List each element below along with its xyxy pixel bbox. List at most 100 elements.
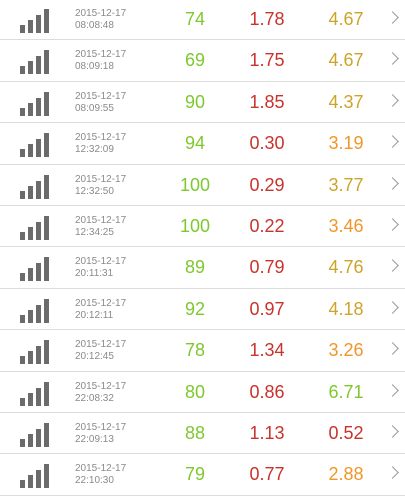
ping-value: 94: [184, 133, 206, 154]
download-value: 0.22: [249, 216, 285, 236]
download-value: 1.78: [249, 9, 285, 29]
upload-value: 4.18: [328, 298, 364, 319]
chevron-right-icon[interactable]: [386, 11, 399, 24]
test-timestamp: 2015-12-17 20:12:11: [75, 298, 126, 322]
ping-value: 69: [184, 50, 206, 71]
chevron-right-icon[interactable]: [386, 218, 399, 231]
test-result-row[interactable]: 2015-12-17 08:09:55 90 1.85 4.37: [0, 81, 405, 124]
signal-strength-icon: [20, 423, 54, 447]
test-time: 12:32:50: [75, 185, 114, 197]
download-value: 0.79: [249, 257, 285, 278]
test-time: 20:12:11: [75, 309, 114, 321]
chevron-right-icon[interactable]: [386, 300, 399, 314]
test-timestamp: 2015-12-17 20:11:31: [75, 256, 126, 280]
upload-value: 6.71: [328, 381, 364, 402]
test-result-row[interactable]: 2015-12-17 08:09:18 69 1.75 4.67: [0, 40, 405, 82]
test-timestamp: 2015-12-17 08:09:18: [75, 49, 126, 73]
test-date: 2015-12-17: [75, 256, 127, 268]
test-date: 2015-12-17: [75, 339, 127, 351]
upload-value: 2.88: [328, 464, 364, 485]
upload-value: 3.26: [328, 340, 364, 361]
signal-strength-icon: [20, 133, 54, 158]
test-timestamp: 2015-12-17 08:09:55: [75, 91, 126, 115]
signal-strength-icon: [20, 174, 54, 199]
upload-value: 4.76: [328, 257, 364, 278]
test-time: 22:09:13: [75, 434, 114, 445]
test-time: 08:09:55: [75, 102, 114, 114]
test-time: 20:12:45: [75, 351, 114, 363]
signal-strength-icon: [20, 381, 54, 406]
download-value: 1.85: [249, 91, 285, 112]
test-time: 22:10:30: [75, 475, 114, 487]
upload-value: 3.19: [328, 133, 364, 154]
test-result-row[interactable]: 2015-12-17 12:32:09 94 0.30 3.19: [0, 123, 405, 165]
test-time: 12:32:09: [75, 144, 114, 156]
chevron-right-icon[interactable]: [386, 93, 399, 107]
upload-value: 0.52: [328, 423, 364, 443]
test-time: 20:11:31: [75, 268, 114, 280]
test-date: 2015-12-17: [75, 215, 127, 226]
download-value: 1.34: [249, 340, 285, 361]
test-date: 2015-12-17: [75, 422, 127, 433]
test-timestamp: 2015-12-17 22:10:30: [75, 463, 126, 487]
test-time: 12:34:25: [75, 227, 114, 238]
test-date: 2015-12-17: [75, 49, 127, 61]
test-timestamp: 2015-12-17 20:12:45: [75, 339, 126, 363]
test-date: 2015-12-17: [75, 90, 127, 102]
chevron-right-icon[interactable]: [386, 342, 399, 356]
test-timestamp: 2015-12-17 12:34:25: [75, 215, 126, 239]
test-date: 2015-12-17: [75, 380, 127, 392]
upload-value: 4.67: [328, 9, 364, 29]
test-result-row[interactable]: 2015-12-17 22:09:13 88 1.13 0.52: [0, 413, 405, 455]
test-date: 2015-12-17: [75, 173, 127, 185]
chevron-right-icon[interactable]: [386, 425, 399, 438]
signal-strength-icon: [20, 257, 54, 282]
signal-strength-icon: [20, 298, 54, 323]
signal-strength-icon: [20, 91, 54, 116]
ping-value: 79: [184, 464, 206, 485]
chevron-right-icon[interactable]: [386, 52, 399, 66]
test-timestamp: 2015-12-17 08:08:48: [75, 8, 126, 32]
chevron-right-icon[interactable]: [386, 259, 399, 273]
test-time: 22:08:32: [75, 392, 114, 404]
test-result-row[interactable]: 2015-12-17 12:34:25 100 0.22 3.46: [0, 206, 405, 248]
download-value: 1.13: [249, 423, 285, 443]
chevron-right-icon[interactable]: [386, 466, 399, 480]
ping-value: 80: [184, 381, 206, 402]
signal-strength-icon: [20, 340, 54, 365]
upload-value: 4.67: [328, 50, 364, 71]
test-result-row[interactable]: 2015-12-17 20:11:31 89 0.79 4.76: [0, 247, 405, 289]
test-result-row[interactable]: 2015-12-17 08:08:48 74 1.78 4.67: [0, 0, 405, 41]
test-date: 2015-12-17: [75, 8, 127, 19]
test-timestamp: 2015-12-17 12:32:50: [75, 174, 126, 198]
upload-value: 3.46: [328, 216, 364, 236]
ping-value: 88: [184, 423, 206, 443]
upload-value: 3.77: [328, 174, 364, 195]
signal-strength-icon: [20, 464, 54, 489]
chevron-right-icon[interactable]: [386, 383, 399, 397]
test-time: 08:09:18: [75, 61, 114, 73]
test-timestamp: 2015-12-17 22:09:13: [75, 422, 126, 446]
test-time: 08:08:48: [75, 20, 114, 31]
test-date: 2015-12-17: [75, 132, 127, 144]
test-result-row[interactable]: 2015-12-17 22:10:30 79 0.77 2.88: [0, 454, 405, 496]
ping-value: 100: [179, 216, 211, 236]
test-result-row[interactable]: 2015-12-17 12:32:50 100 0.29 3.77: [0, 164, 405, 206]
ping-value: 90: [184, 91, 206, 112]
test-timestamp: 2015-12-17 22:08:32: [75, 381, 126, 405]
test-timestamp: 2015-12-17 12:32:09: [75, 132, 126, 156]
download-value: 0.86: [249, 381, 285, 402]
download-value: 0.30: [249, 133, 285, 154]
download-value: 0.97: [249, 298, 285, 319]
ping-value: 100: [179, 174, 211, 195]
chevron-right-icon[interactable]: [386, 176, 399, 190]
signal-strength-icon: [20, 9, 54, 33]
ping-value: 74: [184, 9, 206, 29]
test-result-row[interactable]: 2015-12-17 20:12:45 78 1.34 3.26: [0, 330, 405, 372]
chevron-right-icon[interactable]: [386, 135, 399, 149]
download-value: 0.29: [249, 174, 285, 195]
upload-value: 4.37: [328, 91, 364, 112]
test-result-row[interactable]: 2015-12-17 22:08:32 80 0.86 6.71: [0, 371, 405, 413]
test-result-row[interactable]: 2015-12-17 20:12:11 92 0.97 4.18: [0, 288, 405, 331]
